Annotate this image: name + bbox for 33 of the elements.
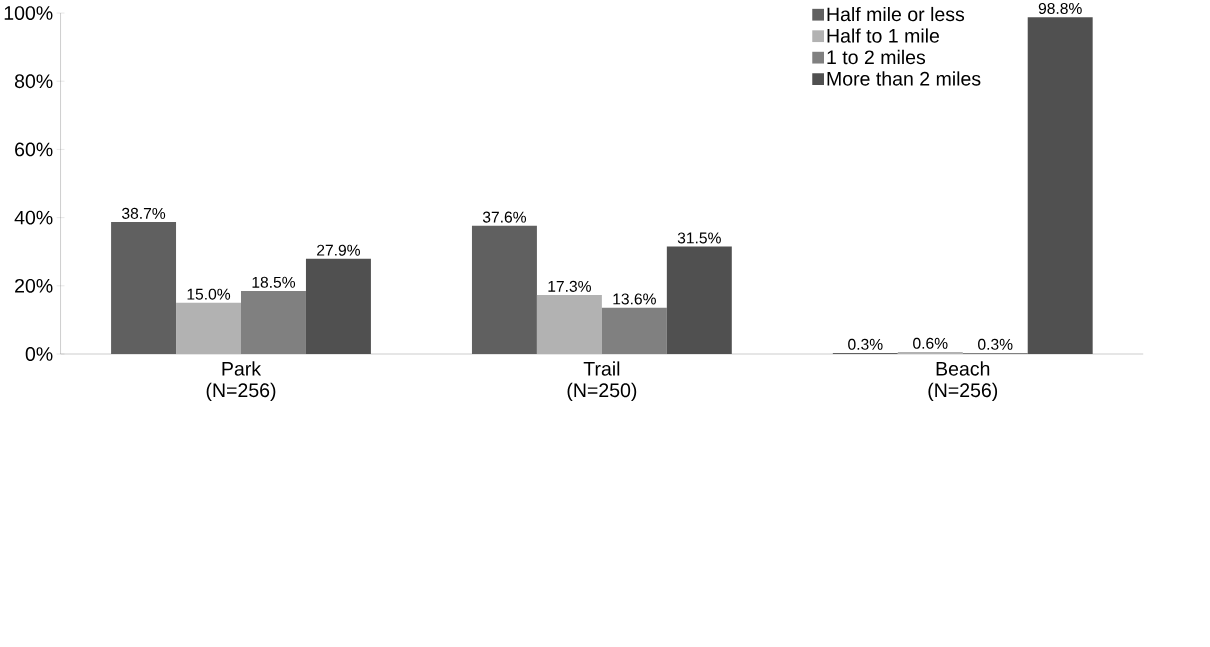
legend-label: Half mile or less	[827, 6, 965, 22]
data-label: 98.8%	[1038, 2, 1082, 14]
data-label: 38.7%	[122, 207, 166, 219]
data-label: 37.6%	[482, 211, 527, 223]
data-label: 0.3%	[978, 338, 1013, 350]
data-label: 0.6%	[913, 337, 948, 349]
bar	[1027, 17, 1093, 354]
data-label: 0.3%	[848, 338, 883, 350]
legend-label: More than 2 miles	[827, 71, 981, 86]
y-tick-label: 40%	[14, 210, 53, 225]
x-tick-label: Park (N=256)	[206, 361, 276, 401]
bar	[666, 246, 732, 354]
data-label: 13.6%	[613, 293, 656, 305]
y-tick-label: 60%	[15, 142, 53, 157]
y-tick-label: 20%	[15, 278, 53, 293]
data-label: 31.5%	[677, 232, 721, 244]
data-label: 17.3%	[548, 280, 591, 292]
data-label: 18.5%	[252, 276, 296, 288]
bar	[111, 221, 177, 354]
data-label: 27.9%	[317, 244, 361, 256]
y-tick-label: 100%	[4, 6, 53, 20]
legend-label: Half to 1 mile	[827, 28, 939, 43]
legend-label: 1 to 2 miles	[827, 49, 926, 65]
bar	[897, 351, 963, 354]
bar	[471, 225, 537, 354]
x-tick-label: Trail (N=250)	[567, 361, 637, 401]
bar	[305, 258, 371, 354]
bar	[176, 302, 241, 354]
y-tick-label: 80%	[14, 74, 53, 89]
bar	[536, 294, 602, 354]
data-label: 15.0%	[187, 288, 231, 300]
x-tick-label: Beach (N=256)	[928, 361, 998, 401]
y-tick-label: 0%	[25, 346, 53, 361]
